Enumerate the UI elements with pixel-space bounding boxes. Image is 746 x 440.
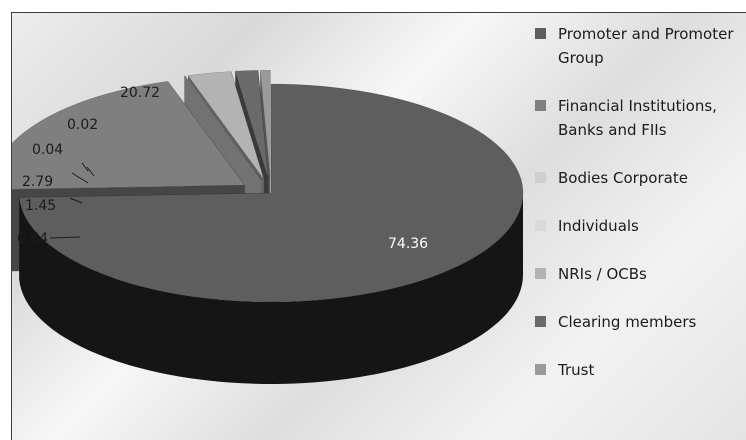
pie-top-trust xyxy=(259,69,271,180)
legend-item-individuals: Individuals xyxy=(535,214,746,238)
legend-swatch-individuals xyxy=(535,220,546,231)
legend-label: NRIs / OCBs xyxy=(558,265,647,283)
legend-label: Trust xyxy=(558,361,595,379)
legend-swatch-promoter-and-promoter-group xyxy=(535,28,546,39)
pie-slice-promoter-and-promoter-group xyxy=(18,83,524,385)
pie-top-promoter-and-promoter-group xyxy=(18,83,524,303)
data-label-nris-ocbs: 2.79 xyxy=(22,174,53,190)
pie-top-nris-ocbs xyxy=(187,71,265,180)
legend-swatch-clearing-members xyxy=(535,316,546,327)
pie-top-clearing-members xyxy=(234,70,269,180)
leader-line-trust xyxy=(49,236,81,239)
legend-label: Promoter and Promoter Group xyxy=(558,25,734,67)
pie-side-promoter-and-promoter-group xyxy=(19,193,524,385)
legend-item-nris-ocbs: NRIs / OCBs xyxy=(535,262,746,286)
legend-item-bodies-corporate: Bodies Corporate xyxy=(535,166,746,190)
legend-label: Individuals xyxy=(558,217,639,235)
leader-line-individuals xyxy=(86,166,95,177)
pie-chart-svg: 74.36 20.72 0.020.04 2.79 1.45 0.64 xyxy=(12,69,524,385)
leader-line-bodies-corporate xyxy=(81,162,89,172)
pie-top-financial-institutions-banks-and-fiis xyxy=(12,81,246,190)
legend-item-trust: Trust xyxy=(535,358,746,382)
data-label-individuals: 0.04 xyxy=(32,142,63,158)
legend-swatch-bodies-corporate xyxy=(535,172,546,183)
legend-label: Financial Institutions, Banks and FIIs xyxy=(558,97,717,139)
pie-top-individuals xyxy=(184,75,262,181)
legend-swatch-trust xyxy=(535,364,546,375)
data-label-financial-institutions-banks-and-fiis: 20.72 xyxy=(120,85,160,101)
data-label-clearing-members: 1.45 xyxy=(25,198,56,214)
data-label-trust: 0.64 xyxy=(17,231,48,247)
legend-item-promoter-and-promoter-group: Promoter and Promoter Group xyxy=(535,22,746,70)
data-label-bodies-corporate: 0.02 xyxy=(67,117,98,133)
legend-item-financial-institutions-banks-and-fiis: Financial Institutions, Banks and FIIs xyxy=(535,94,746,142)
leader-line-nris-ocbs xyxy=(71,172,89,184)
legend-label: Clearing members xyxy=(558,313,697,331)
data-label-promoter-and-promoter-group: 74.36 xyxy=(388,236,428,252)
chart-legend: Promoter and Promoter Group Financial Ins… xyxy=(535,22,746,382)
pie-chart: 74.36 20.72 0.02 0.04 2.79 1.45 0.64 xyxy=(11,12,746,440)
pie-top-bodies-corporate xyxy=(183,75,262,181)
legend-swatch-financial-institutions-banks-and-fiis xyxy=(535,100,546,111)
legend-swatch-nris-ocbs xyxy=(535,268,546,279)
leader-line-clearing-members xyxy=(69,197,83,204)
legend-label: Bodies Corporate xyxy=(558,169,688,187)
legend-item-clearing-members: Clearing members xyxy=(535,310,746,334)
